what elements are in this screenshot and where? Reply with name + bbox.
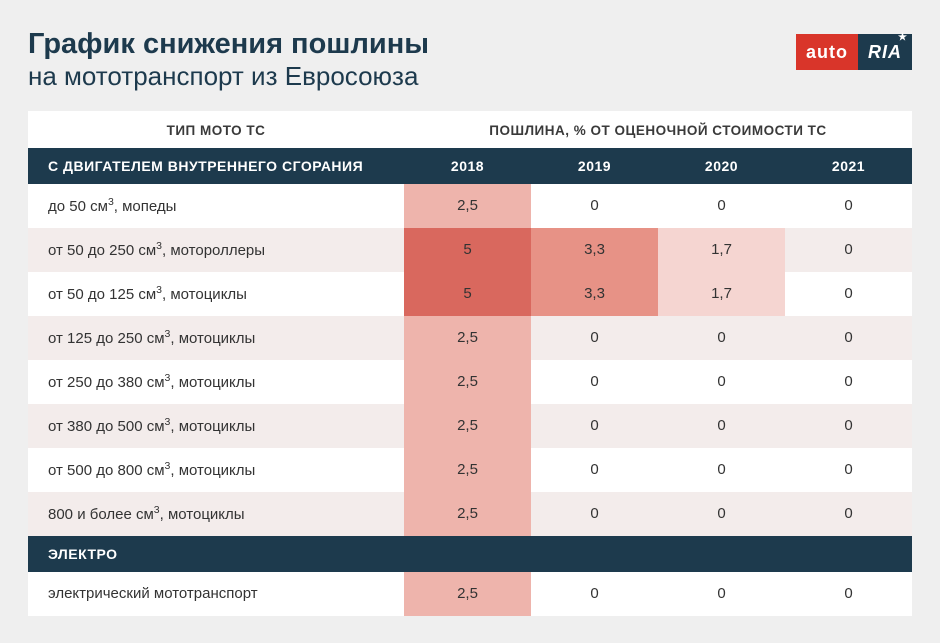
brand-logo: auto RIA ★ <box>796 34 912 70</box>
duty-value-cell: 2,5 <box>404 492 531 536</box>
table-row: от 125 до 250 см3, мотоциклы2,5000 <box>28 316 912 360</box>
year-header: 2019 <box>531 148 658 184</box>
vehicle-type-cell: от 50 до 250 см3, мотороллеры <box>28 228 404 272</box>
section-header-row: ЭЛЕКТРО <box>28 536 912 572</box>
vehicle-type-cell: от 250 до 380 см3, мотоциклы <box>28 360 404 404</box>
duty-value-cell: 0 <box>658 448 785 492</box>
duty-value-cell: 0 <box>785 492 912 536</box>
duty-value-cell: 0 <box>785 448 912 492</box>
year-header: 2021 <box>785 148 912 184</box>
duty-value-cell: 3,3 <box>531 272 658 316</box>
duty-value-cell: 0 <box>785 316 912 360</box>
duty-value-cell: 0 <box>531 316 658 360</box>
vehicle-type-cell: от 380 до 500 см3, мотоциклы <box>28 404 404 448</box>
duty-value-cell: 0 <box>658 360 785 404</box>
star-icon: ★ <box>898 32 908 43</box>
year-header: 2018 <box>404 148 531 184</box>
vehicle-type-cell: от 500 до 800 см3, мотоциклы <box>28 448 404 492</box>
table-row: до 50 см3, мопеды2,5000 <box>28 184 912 228</box>
duty-value-cell: 1,7 <box>658 272 785 316</box>
title-block: График снижения пошлины на мототранспорт… <box>28 28 796 93</box>
duty-value-cell: 0 <box>785 272 912 316</box>
logo-ria-text: RIA <box>868 42 902 63</box>
table-row: от 250 до 380 см3, мотоциклы2,5000 <box>28 360 912 404</box>
duty-value-cell: 1,7 <box>658 228 785 272</box>
table-body: С ДВИГАТЕЛЕМ ВНУТРЕННЕГО СГОРАНИЯ2018201… <box>28 148 912 616</box>
duty-value-cell: 3,3 <box>531 228 658 272</box>
duty-value-cell: 0 <box>785 360 912 404</box>
table-row: электрический мототранспорт2,5000 <box>28 572 912 616</box>
duty-value-cell: 2,5 <box>404 404 531 448</box>
section-label: ЭЛЕКТРО <box>28 536 912 572</box>
table-row: от 50 до 125 см3, мотоциклы53,31,70 <box>28 272 912 316</box>
page-title: График снижения пошлины <box>28 28 796 61</box>
duty-value-cell: 2,5 <box>404 360 531 404</box>
duty-value-cell: 0 <box>658 184 785 228</box>
duty-value-cell: 2,5 <box>404 316 531 360</box>
logo-auto-badge: auto <box>796 34 858 70</box>
vehicle-type-cell: от 50 до 125 см3, мотоциклы <box>28 272 404 316</box>
table-row: от 500 до 800 см3, мотоциклы2,5000 <box>28 448 912 492</box>
duty-value-cell: 0 <box>785 184 912 228</box>
duty-value-cell: 0 <box>531 404 658 448</box>
page-subtitle: на мототранспорт из Евросоюза <box>28 61 796 92</box>
table-row: от 50 до 250 см3, мотороллеры53,31,70 <box>28 228 912 272</box>
infographic-page: График снижения пошлины на мототранспорт… <box>0 0 940 643</box>
duty-value-cell: 5 <box>404 272 531 316</box>
col-header-duty: ПОШЛИНА, % ОТ ОЦЕНОЧНОЙ СТОИМОСТИ ТС <box>404 111 912 148</box>
duty-value-cell: 0 <box>531 360 658 404</box>
header: График снижения пошлины на мототранспорт… <box>28 28 912 93</box>
duty-value-cell: 0 <box>658 316 785 360</box>
duty-value-cell: 0 <box>531 572 658 616</box>
table-row: от 380 до 500 см3, мотоциклы2,5000 <box>28 404 912 448</box>
table-top-header: ТИП МОТО ТС ПОШЛИНА, % ОТ ОЦЕНОЧНОЙ СТОИ… <box>28 111 912 148</box>
duty-value-cell: 2,5 <box>404 448 531 492</box>
duty-table: ТИП МОТО ТС ПОШЛИНА, % ОТ ОЦЕНОЧНОЙ СТОИ… <box>28 111 912 616</box>
table-row: 800 и более см3, мотоциклы2,5000 <box>28 492 912 536</box>
duty-value-cell: 5 <box>404 228 531 272</box>
duty-value-cell: 0 <box>658 572 785 616</box>
duty-value-cell: 0 <box>785 572 912 616</box>
duty-table-container: ТИП МОТО ТС ПОШЛИНА, % ОТ ОЦЕНОЧНОЙ СТОИ… <box>28 111 912 616</box>
section-header-row: С ДВИГАТЕЛЕМ ВНУТРЕННЕГО СГОРАНИЯ2018201… <box>28 148 912 184</box>
duty-value-cell: 0 <box>658 492 785 536</box>
duty-value-cell: 0 <box>658 404 785 448</box>
logo-ria-badge: RIA ★ <box>858 34 912 70</box>
vehicle-type-cell: до 50 см3, мопеды <box>28 184 404 228</box>
duty-value-cell: 2,5 <box>404 572 531 616</box>
duty-value-cell: 0 <box>785 404 912 448</box>
vehicle-type-cell: 800 и более см3, мотоциклы <box>28 492 404 536</box>
duty-value-cell: 2,5 <box>404 184 531 228</box>
duty-value-cell: 0 <box>531 492 658 536</box>
duty-value-cell: 0 <box>785 228 912 272</box>
col-header-type: ТИП МОТО ТС <box>28 111 404 148</box>
section-label: С ДВИГАТЕЛЕМ ВНУТРЕННЕГО СГОРАНИЯ <box>28 148 404 184</box>
duty-value-cell: 0 <box>531 184 658 228</box>
duty-value-cell: 0 <box>531 448 658 492</box>
year-header: 2020 <box>658 148 785 184</box>
vehicle-type-cell: от 125 до 250 см3, мотоциклы <box>28 316 404 360</box>
vehicle-type-cell: электрический мототранспорт <box>28 572 404 616</box>
